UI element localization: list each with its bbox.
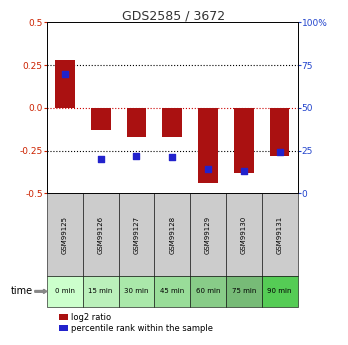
- Bar: [47, 193, 83, 276]
- Point: [98, 156, 103, 162]
- Point: [62, 71, 68, 76]
- Text: GSM99127: GSM99127: [134, 216, 140, 254]
- Text: 45 min: 45 min: [160, 288, 184, 294]
- Text: 30 min: 30 min: [124, 288, 149, 294]
- Text: 60 min: 60 min: [196, 288, 220, 294]
- Bar: [190, 193, 226, 276]
- Text: 90 min: 90 min: [267, 288, 292, 294]
- Point: [277, 149, 283, 155]
- Text: GSM99126: GSM99126: [98, 216, 104, 254]
- Text: 15 min: 15 min: [88, 288, 113, 294]
- Bar: [91, 108, 111, 130]
- Bar: [83, 193, 119, 276]
- Bar: [155, 193, 190, 276]
- Text: GSM99128: GSM99128: [169, 216, 175, 254]
- Bar: [83, 276, 119, 307]
- Bar: [198, 108, 218, 183]
- Bar: [163, 108, 182, 137]
- Point: [134, 153, 139, 158]
- Text: GSM99130: GSM99130: [241, 215, 247, 254]
- Text: GDS2585 / 3672: GDS2585 / 3672: [122, 9, 226, 22]
- Bar: [155, 276, 190, 307]
- Bar: [226, 276, 262, 307]
- Text: GSM99125: GSM99125: [62, 216, 68, 254]
- Bar: [190, 276, 226, 307]
- Bar: [262, 193, 298, 276]
- Text: 0 min: 0 min: [55, 288, 75, 294]
- Point: [169, 155, 175, 160]
- Text: time: time: [11, 286, 33, 296]
- Text: GSM99131: GSM99131: [277, 215, 283, 254]
- Bar: [55, 60, 75, 108]
- Text: 75 min: 75 min: [232, 288, 256, 294]
- Bar: [270, 108, 290, 156]
- Bar: [234, 108, 254, 173]
- Bar: [119, 276, 155, 307]
- Legend: log2 ratio, percentile rank within the sample: log2 ratio, percentile rank within the s…: [56, 309, 216, 336]
- Bar: [47, 276, 83, 307]
- Text: GSM99129: GSM99129: [205, 216, 211, 254]
- Bar: [119, 193, 155, 276]
- Point: [241, 168, 247, 174]
- Bar: [262, 276, 298, 307]
- Bar: [226, 193, 262, 276]
- Bar: [127, 108, 146, 137]
- Point: [205, 167, 211, 172]
